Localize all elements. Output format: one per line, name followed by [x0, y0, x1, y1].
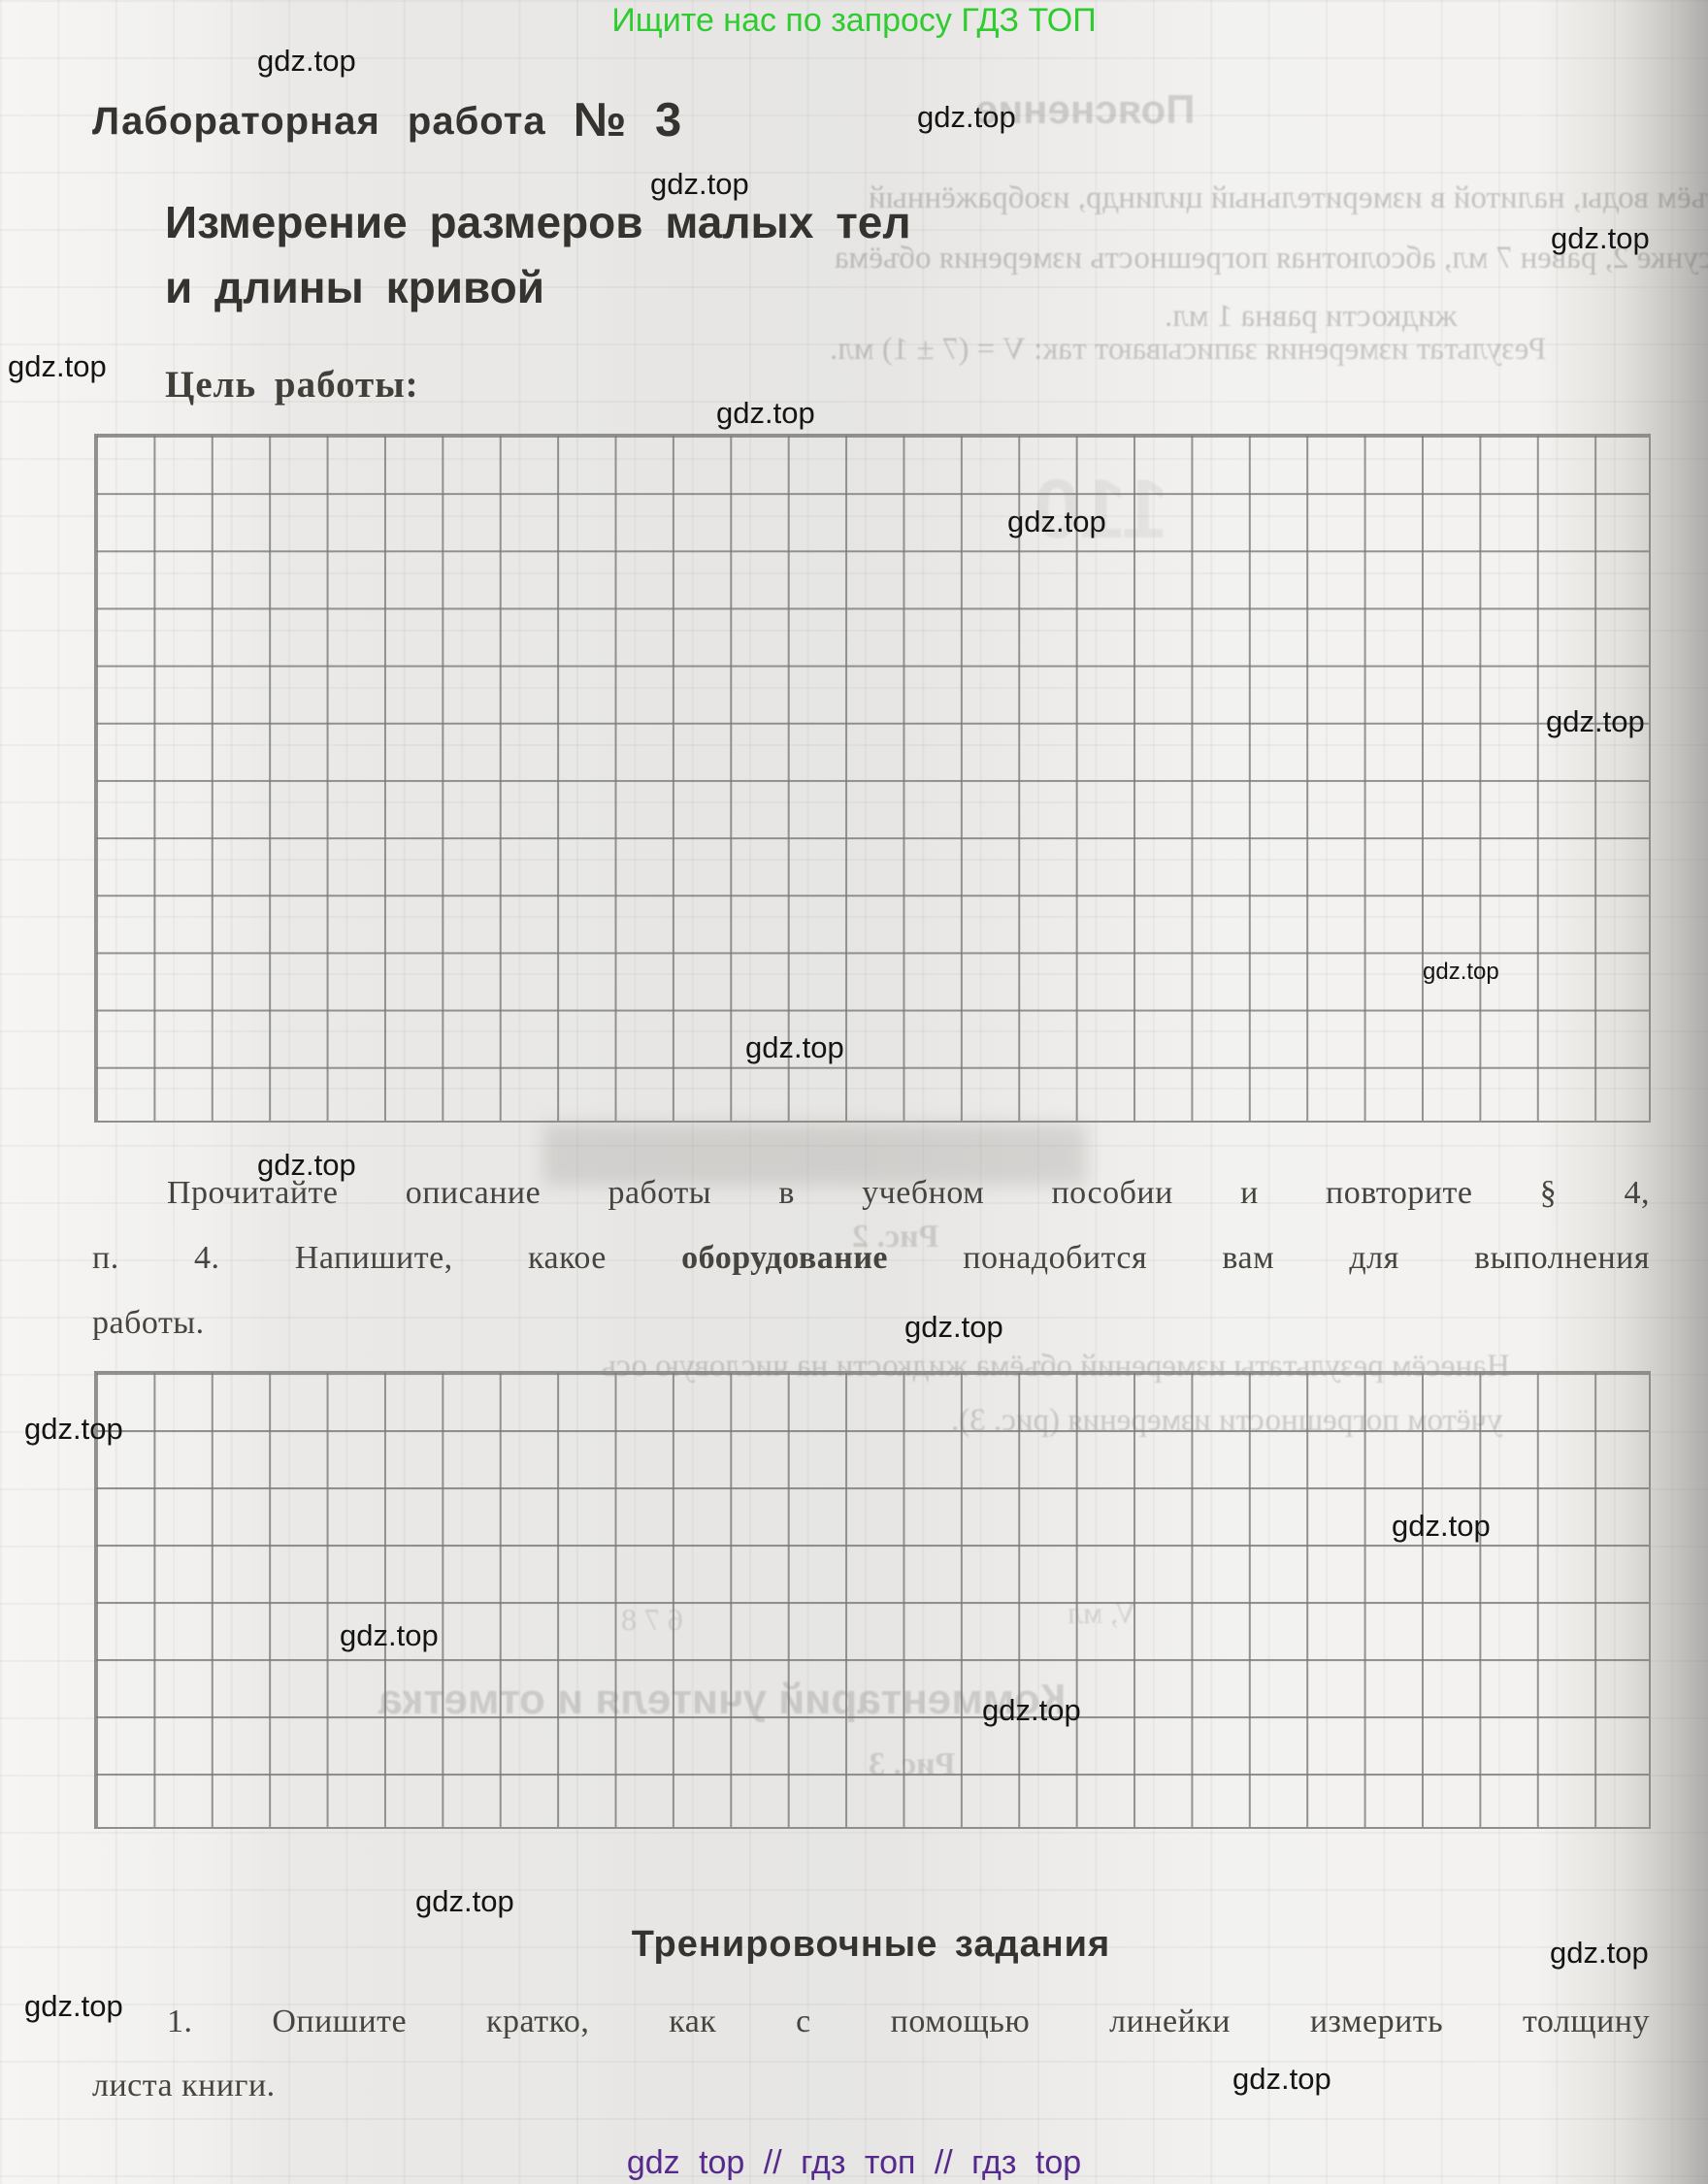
gdz-watermark: gdz.top [904, 1310, 1003, 1344]
gdz-watermark: gdz.top [257, 1148, 356, 1182]
lab-work-number: № 3 [573, 94, 682, 147]
gdz-watermark: gdz.top [24, 1412, 123, 1446]
gdz-watermark: gdz.top [1392, 1509, 1491, 1543]
gdz-watermark: gdz.top [650, 167, 749, 201]
gdz-watermark: gdz.top [745, 1030, 844, 1064]
gdz-watermark: gdz.top [1232, 2062, 1331, 2096]
goal-label: Цель работы: [165, 364, 419, 406]
gdz-watermark: gdz.top [24, 1989, 123, 2023]
gdz-watermark: gdz.top [415, 1884, 514, 1918]
lab-work-subtitle: Измерение размеров малых тел и длины кри… [165, 190, 911, 320]
writing-grid-2 [94, 1371, 1651, 1829]
instruction-equipment-bold: оборудование [681, 1240, 889, 1276]
training-tasks-heading: Тренировочные задания [631, 1924, 1111, 1965]
gdz-watermark: gdz.top [716, 396, 815, 430]
bleedthrough-text: Объём воды, налитой в измерительный цили… [869, 180, 1708, 215]
gdz-watermark: gdz.top [1423, 959, 1499, 985]
task-1-line-1: 1. Опишите кратко, как с помощью линейки… [167, 2004, 1650, 2039]
lab-work-title-text: Лабораторная работа [92, 100, 546, 143]
task-1-line-2: листа книги. [92, 2068, 276, 2103]
gdz-watermark: gdz.top [982, 1693, 1081, 1727]
gdz-watermark: gdz.top [8, 349, 107, 383]
subtitle-line-2: и длины кривой [165, 262, 545, 312]
lab-work-title: Лабораторная работа № 3 [92, 91, 682, 147]
writing-grid-1 [94, 434, 1651, 1123]
gdz-watermark: gdz.top [340, 1618, 439, 1652]
instruction-line-2-post: понадобится вам для выполнения [888, 1240, 1650, 1276]
gdz-watermark: gdz.top [1007, 505, 1106, 538]
gdz-watermark: gdz.top [1551, 221, 1650, 255]
subtitle-line-1: Измерение размеров малых тел [165, 197, 911, 247]
gdz-watermark: gdz.top [1546, 704, 1645, 738]
gdz-watermark: gdz.top [257, 44, 356, 78]
instruction-line-1: Прочитайте описание работы в учебном пос… [167, 1175, 1650, 1211]
instruction-line-2-pre: п. 4. Напишите, какое [92, 1240, 682, 1276]
instruction-line-2: п. 4. Напишите, какое оборудование понад… [92, 1237, 1650, 1280]
gdz-watermark: gdz.top [1550, 1936, 1649, 1970]
instruction-line-3: работы. [92, 1305, 205, 1341]
footer-promo-text: gdz top // гдз топ // гдз top [626, 2144, 1082, 2181]
gdz-watermark: gdz.top [917, 100, 1016, 134]
bleedthrough-text: жидкости равна 1 мл. [1165, 299, 1458, 334]
bleedthrough-text: Результат измерения записывают так: V = … [830, 332, 1547, 367]
scan-smudge [543, 1124, 1087, 1186]
promo-banner: Ищите нас по запросу ГДЗ ТОП [611, 2, 1097, 39]
